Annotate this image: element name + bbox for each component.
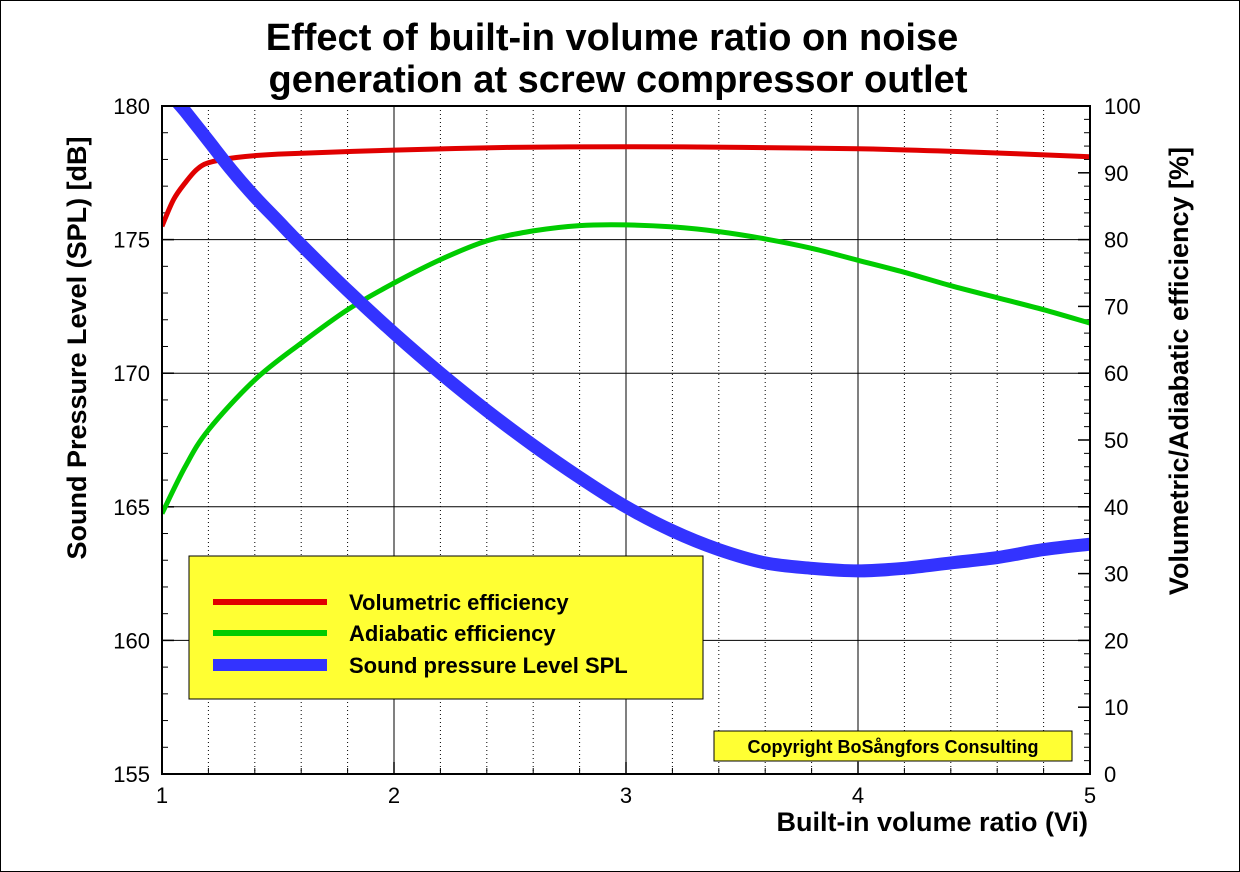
y-right-tick-label: 80	[1104, 228, 1128, 253]
x-tick-labels: 1 2 3 4 5	[156, 783, 1096, 808]
y-left-tick-label: 165	[113, 495, 150, 520]
series-sound-pressure-level	[172, 106, 1090, 578]
x-tick-label: 5	[1084, 783, 1096, 808]
y-right-tick-label: 50	[1104, 428, 1128, 453]
y-left-tick-label: 155	[113, 762, 150, 787]
y-left-tick-label: 160	[113, 628, 150, 653]
y-right-tick-labels: 0 10 20 30 40 50 60 70 80 90 100	[1104, 94, 1141, 787]
copyright-text: Copyright BoSångfors Consulting	[748, 737, 1039, 757]
y-right-tick-label: 100	[1104, 94, 1141, 119]
x-tick-label: 1	[156, 783, 168, 808]
y-right-axis-label: Volumetric/Adiabatic efficiency [%]	[1164, 147, 1194, 595]
legend-label-volumetric: Volumetric efficiency	[349, 590, 569, 615]
x-tick-label: 4	[852, 783, 864, 808]
y-left-axis-label: Sound Pressure Level (SPL) [dB]	[62, 136, 92, 559]
legend-label-adiabatic: Adiabatic efficiency	[349, 621, 556, 646]
copyright-annotation: Copyright BoSångfors Consulting	[713, 730, 1073, 762]
plot-area-border	[161, 105, 1091, 775]
y-left-tick-label: 180	[113, 94, 150, 119]
legend-box	[188, 555, 704, 700]
legend-label-spl: Sound pressure Level SPL	[349, 653, 628, 678]
y-right-tick-label: 0	[1104, 762, 1116, 787]
chart-title-line-2: generation at screw compressor outlet	[269, 59, 968, 101]
y-right-tick-label: 10	[1104, 695, 1128, 720]
x-axis-label: Built-in volume ratio (Vi)	[776, 807, 1088, 837]
series-layer	[162, 106, 1090, 578]
x-tick-label: 3	[620, 783, 632, 808]
y-right-tick-label: 60	[1104, 361, 1128, 386]
y-left-tick-labels: 155 160 165 170 175 180	[113, 94, 150, 787]
chart-title-line-1: Effect of built-in volume ratio on noise	[266, 17, 958, 59]
series-adiabatic-efficiency	[162, 222, 1090, 515]
y-left-tick-label: 170	[113, 361, 150, 386]
series-volumetric-efficiency	[162, 144, 1090, 228]
y-right-tick-label: 20	[1104, 628, 1128, 653]
legend: Volumetric efficiency Adiabatic efficien…	[188, 555, 704, 700]
y-right-tick-label: 30	[1104, 562, 1128, 587]
y-left-tick-label: 175	[113, 228, 150, 253]
y-right-tick-label: 40	[1104, 495, 1128, 520]
x-tick-label: 2	[388, 783, 400, 808]
copyright-box	[713, 730, 1073, 762]
y-right-tick-label: 70	[1104, 294, 1128, 319]
y-right-tick-label: 90	[1104, 161, 1128, 186]
